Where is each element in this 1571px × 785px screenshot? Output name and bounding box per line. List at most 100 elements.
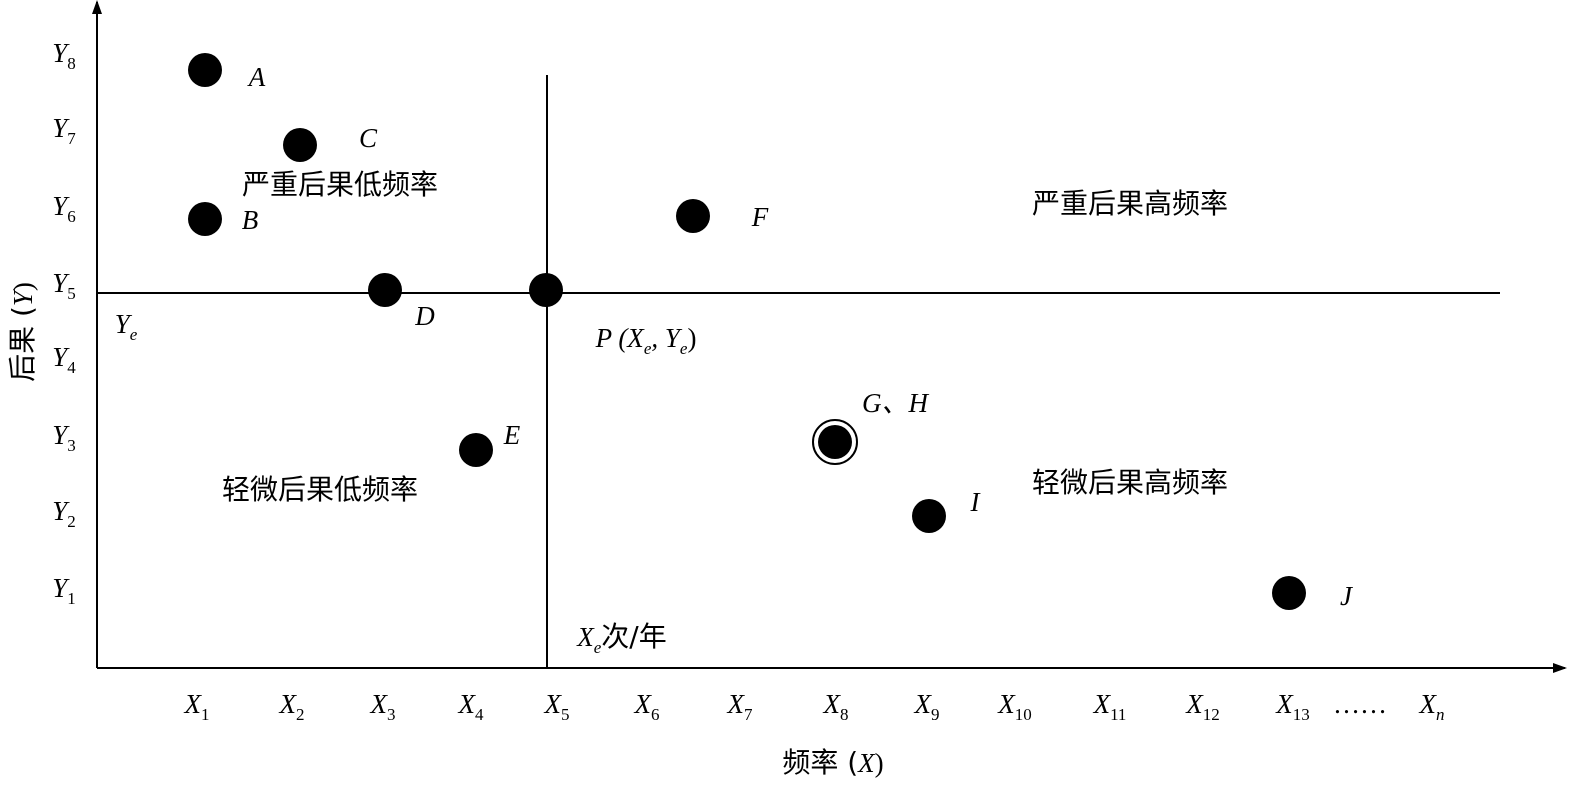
subscript: e [594, 638, 602, 657]
text-part: X [1093, 689, 1112, 719]
subscript: 10 [1015, 705, 1032, 724]
point [818, 425, 852, 459]
quadrant-label: 严重后果高频率 [1032, 187, 1228, 220]
text-part: X [1419, 689, 1438, 719]
point-label: I [970, 487, 982, 517]
text-part: X [634, 689, 653, 719]
text-part: X [544, 689, 563, 719]
y-tick-label: Y3 [52, 420, 76, 455]
subscript: 7 [67, 129, 76, 148]
x-tick-label: X5 [544, 689, 570, 724]
subscript: 6 [67, 207, 76, 226]
text-part: ) [8, 282, 38, 291]
y-tick-label: Y5 [52, 268, 76, 303]
text-part: X [279, 689, 298, 719]
threshold-x-label: Xe次/年 [576, 620, 666, 657]
quadrant-label: 轻微后果高频率 [1032, 466, 1228, 499]
point-label: F [751, 202, 769, 232]
text-part: Y [52, 573, 70, 603]
text-part: X [370, 689, 389, 719]
y-axis-title: 后果 (Y) [6, 282, 39, 382]
y-tick-label: Y2 [52, 496, 76, 531]
y-tick-label: Y8 [52, 38, 76, 73]
quadrant-label: 严重后果低频率 [242, 168, 438, 201]
point [676, 199, 710, 233]
subscript: e [644, 339, 652, 358]
x-tick-label: X4 [458, 689, 485, 724]
x-tick-label: X11 [1093, 689, 1127, 724]
subscript: n [1436, 705, 1445, 724]
point-ring [812, 419, 858, 465]
point-label: E [503, 420, 521, 450]
x-tick-label: X7 [727, 689, 754, 724]
text-part: X [458, 689, 477, 719]
text-part: X [857, 748, 876, 778]
x-tick-label: …… [1333, 689, 1387, 719]
content: X1 X2 X3 X4 X5 X6 X7 X8 X9 X10 X11 X12 X13…… XnY8Y7Y6… [6, 38, 1445, 779]
x-tick-label: X12 [1185, 689, 1220, 724]
point-label: B [242, 205, 259, 235]
y-tick-label: Y6 [52, 191, 76, 226]
text-part: , Y [651, 323, 683, 353]
point-label: C [359, 123, 378, 153]
x-axis-title: 频率 (X) [782, 746, 883, 779]
text-part: Y [8, 288, 38, 306]
subscript: 1 [67, 589, 76, 608]
subscript: 13 [1293, 705, 1310, 724]
threshold-point [529, 273, 563, 307]
subscript: 6 [651, 705, 660, 724]
x-tick-label: X9 [914, 689, 940, 724]
x-tick-label: X10 [997, 689, 1032, 724]
text-part: Y [115, 309, 133, 339]
text-part: 后果 ( [6, 306, 39, 382]
point-label: J [1340, 581, 1354, 611]
x-tick-label: X2 [279, 689, 305, 724]
subscript: 8 [840, 705, 849, 724]
point [283, 128, 317, 162]
x-tick-label: X6 [634, 689, 660, 724]
x-tick-label: X3 [370, 689, 396, 724]
subscript: 7 [744, 705, 753, 724]
text-part: X [1185, 689, 1204, 719]
point [459, 433, 493, 467]
subscript: 4 [475, 705, 484, 724]
point [912, 499, 946, 533]
text-part: X [184, 689, 203, 719]
subscript: 5 [67, 284, 76, 303]
text-part: Y [52, 342, 70, 372]
x-tick-label: X1 [184, 689, 210, 724]
text-part: Y [52, 38, 70, 68]
y-tick-label: Y1 [52, 573, 76, 608]
point [188, 202, 222, 236]
subscript: 12 [1203, 705, 1220, 724]
point-label: G、H [862, 388, 929, 418]
x-tick-label: X8 [823, 689, 849, 724]
text-part: 频率 ( [782, 746, 858, 779]
subscript: 2 [296, 705, 305, 724]
text-part: Y [52, 191, 70, 221]
subscript: 1 [201, 705, 210, 724]
text-part: X [1275, 689, 1294, 719]
threshold-point-label: P (Xe, Ye) [595, 323, 697, 358]
text-part: X [823, 689, 842, 719]
y-tick-label: Y4 [52, 342, 76, 377]
text-part: X [727, 689, 746, 719]
subscript: e [130, 325, 138, 344]
point [188, 53, 222, 87]
text-part: X [997, 689, 1016, 719]
subscript: 9 [931, 705, 940, 724]
text-part: Y [52, 268, 70, 298]
subscript: 3 [67, 436, 76, 455]
text-part: ) [687, 323, 696, 353]
x-tick-label: Xn [1419, 689, 1445, 724]
quadrant-label: 轻微后果低频率 [222, 473, 418, 506]
text-part: 次/年 [601, 620, 666, 653]
text-part: Y [52, 420, 70, 450]
subscript: 3 [387, 705, 396, 724]
subscript: 11 [1110, 705, 1126, 724]
point-label: A [247, 62, 266, 92]
text-part: Y [52, 496, 70, 526]
text-part: Y [52, 113, 70, 143]
x-tick-label: X13 [1275, 689, 1310, 724]
